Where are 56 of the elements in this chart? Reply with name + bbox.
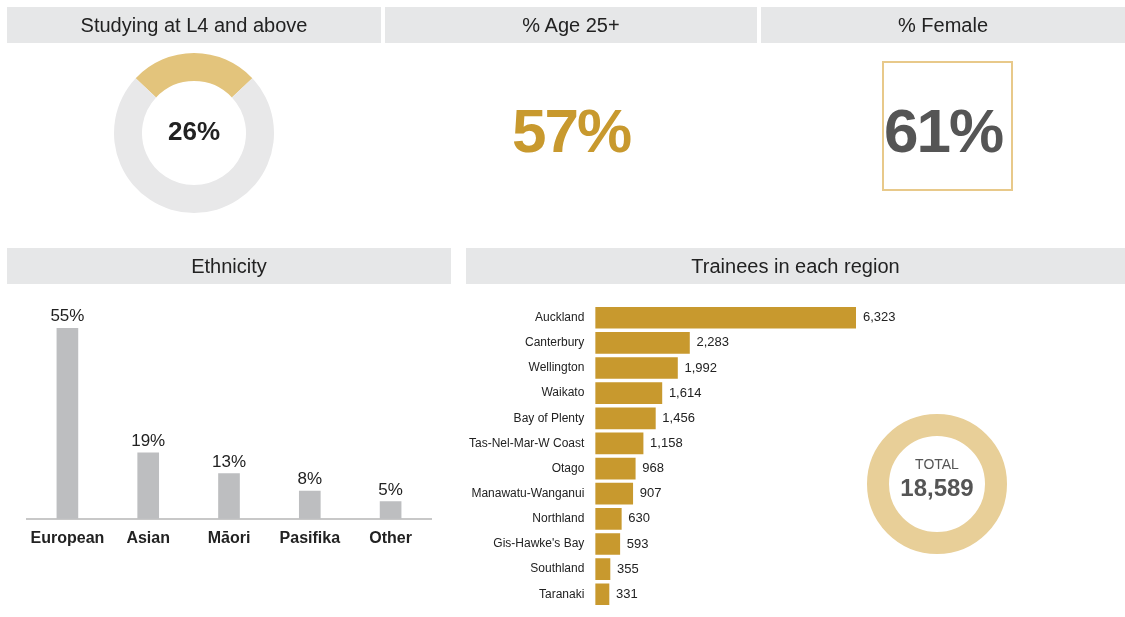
x-tick-label: European <box>30 528 105 546</box>
y-tick-label: Manawatu-Wanganui <box>471 486 585 501</box>
bar <box>595 482 634 505</box>
data-label: 19% <box>131 431 166 451</box>
text: TOTAL <box>914 456 960 472</box>
data-label: 13% <box>211 451 247 471</box>
data-label: 26% <box>167 116 221 147</box>
data-label: 630 <box>628 510 651 526</box>
text: % Age 25+ <box>385 7 757 43</box>
data-label: 1,992 <box>684 359 718 375</box>
data-label: 2,283 <box>696 334 729 350</box>
data-label: 6,323 <box>863 309 896 325</box>
bar <box>595 332 690 354</box>
bar <box>595 407 656 430</box>
data-label: 331 <box>615 585 638 601</box>
data-label: 8% <box>297 469 323 489</box>
y-tick-label: Otago <box>551 460 585 475</box>
bar <box>595 357 678 379</box>
x-tick-label: Pasifika <box>279 528 341 546</box>
y-tick-label: Northland <box>532 511 585 526</box>
data-label: 355 <box>616 560 639 576</box>
data-label: 968 <box>642 460 664 476</box>
data-label: 1,614 <box>668 384 702 400</box>
x-tick-label: Asian <box>126 528 170 546</box>
bar <box>595 508 622 530</box>
y-tick-label: Taranaki <box>538 586 585 601</box>
text: 61% <box>882 95 1004 166</box>
chart-title: Ethnicity <box>7 248 451 284</box>
data-label: 907 <box>639 485 662 501</box>
bar <box>595 306 856 329</box>
text: 57% <box>510 95 632 166</box>
bar <box>595 533 621 555</box>
data-label: 1,456 <box>662 409 695 425</box>
bar <box>595 457 636 480</box>
text: % Female <box>761 7 1125 43</box>
y-tick-label: Wellington <box>528 360 585 375</box>
y-tick-label: Tas-Nel-Mar-W Coast <box>469 435 586 450</box>
y-tick-label: Southland <box>530 561 585 576</box>
text: 18,589 <box>899 474 975 502</box>
y-tick-label: Bay of Plenty <box>513 410 585 425</box>
data-label: 593 <box>626 535 649 551</box>
y-tick-label: Gis-Hawke's Bay <box>493 536 585 551</box>
y-tick-label: Canterbury <box>524 335 585 350</box>
chart-title: Studying at L4 and above <box>7 7 381 43</box>
bar <box>595 432 644 455</box>
data-label: 5% <box>378 479 403 499</box>
x-tick-label: Other <box>369 528 412 546</box>
data-label: 55% <box>50 306 85 326</box>
bar <box>595 558 611 580</box>
bar <box>595 583 610 606</box>
bar <box>595 382 663 404</box>
data-label: 1,158 <box>650 435 683 451</box>
y-tick-label: Waikato <box>541 385 585 400</box>
x-tick-label: Māori <box>207 528 251 546</box>
chart-title: Trainees in each region <box>466 248 1125 284</box>
y-tick-label: Auckland <box>534 310 585 325</box>
